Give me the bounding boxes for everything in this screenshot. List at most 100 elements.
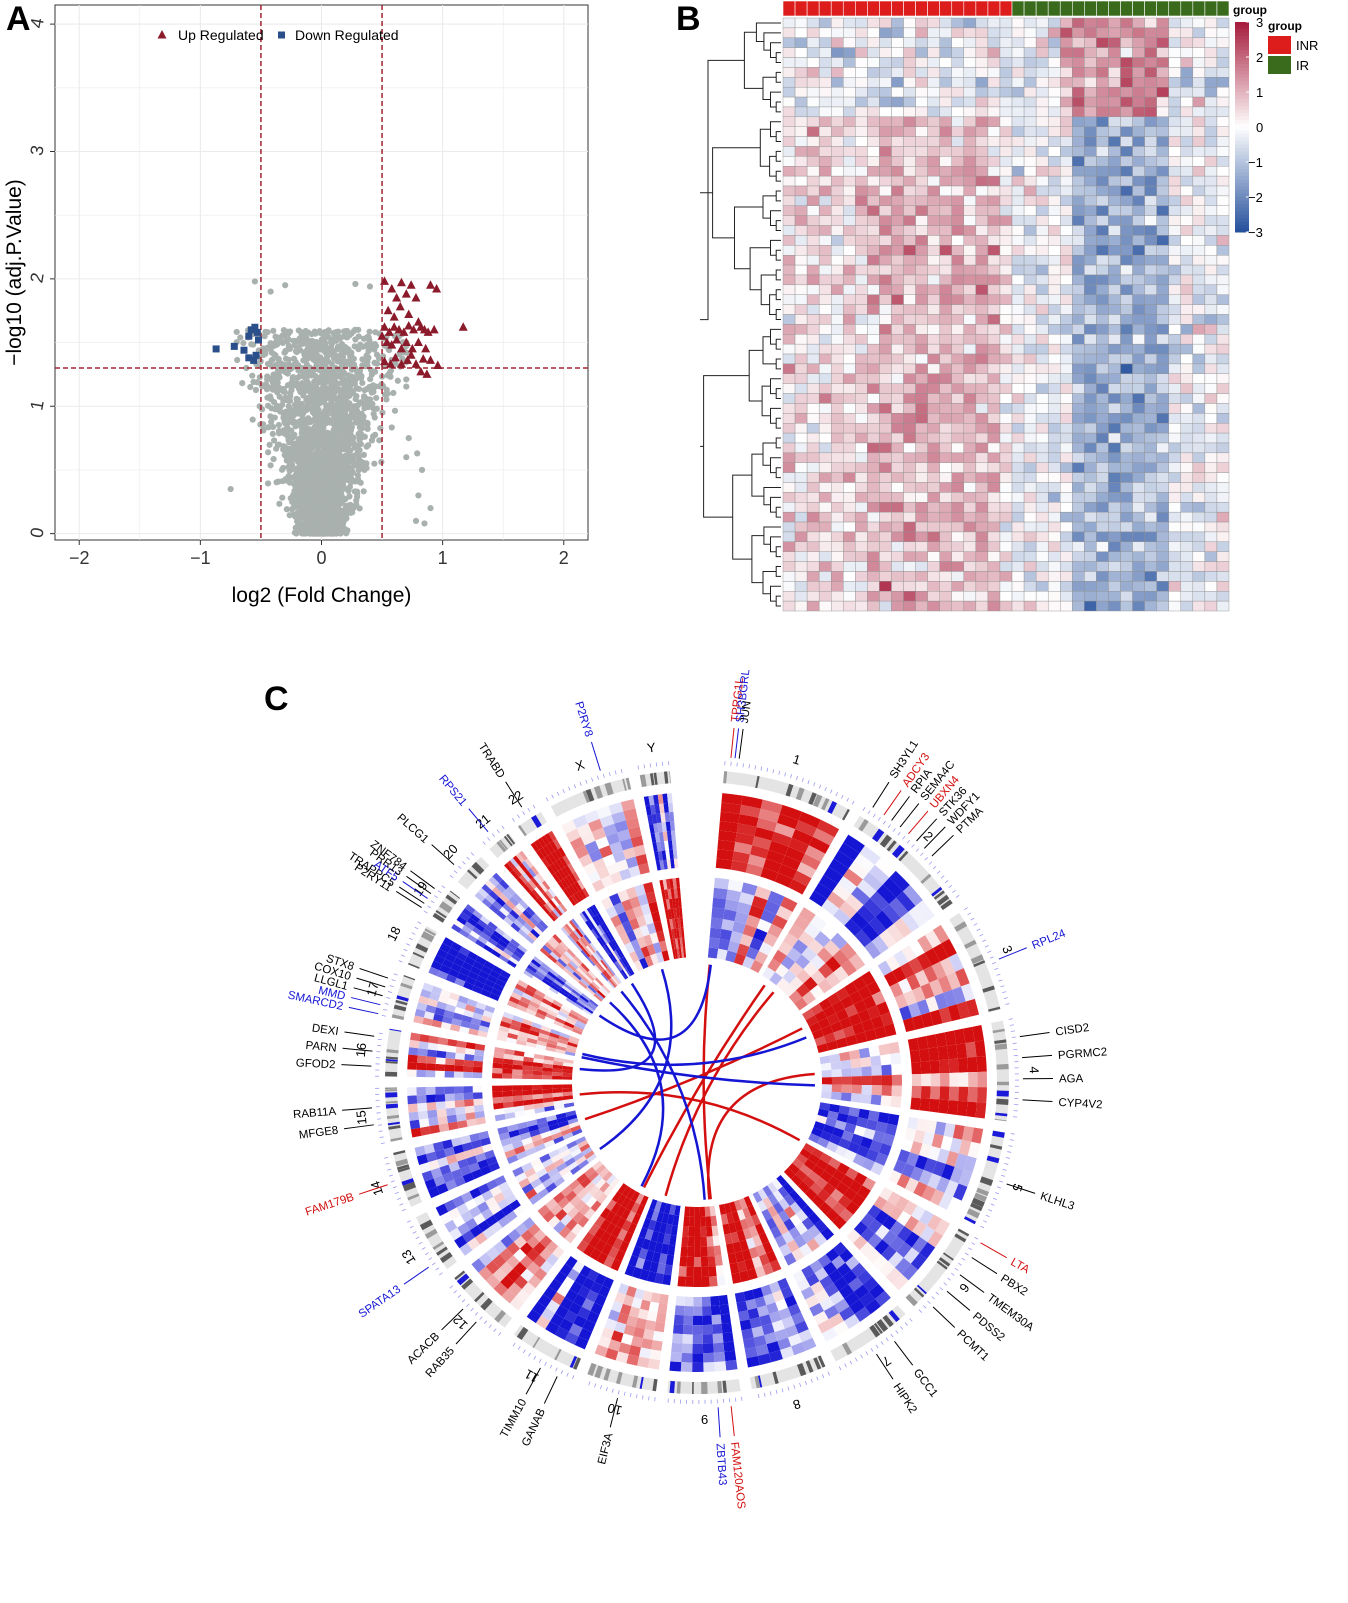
- heatmap-cell: [1216, 334, 1230, 345]
- down-regulated-point: [245, 354, 253, 362]
- heatmap-cell: [963, 67, 977, 78]
- heatmap-cell: [1084, 126, 1097, 137]
- heatmap-cell: [1132, 511, 1145, 523]
- heatmap-cell: [1060, 561, 1073, 572]
- heatmap-cell: [1084, 521, 1097, 533]
- heatmap-cell: [1144, 215, 1157, 226]
- heatmap-cell: [1023, 106, 1037, 118]
- heatmap-cell: [794, 116, 808, 127]
- heatmap-cell: [1144, 324, 1157, 335]
- heatmap-cell: [1035, 166, 1049, 177]
- ns-point: [364, 420, 371, 428]
- heatmap-cell: [1060, 304, 1073, 315]
- heatmap-cell: [999, 571, 1013, 582]
- heatmap-cell: [999, 581, 1013, 592]
- group-annotation-cell: [1096, 0, 1109, 17]
- heatmap-cell: [915, 324, 928, 335]
- ns-point: [387, 367, 395, 374]
- heatmap-cell: [891, 185, 904, 197]
- heatmap-cell: [1132, 136, 1145, 147]
- heatmap-cell: [963, 492, 977, 503]
- ns-point: [307, 394, 315, 401]
- heatmap-cell: [1072, 403, 1085, 414]
- heatmap-cell: [1120, 225, 1133, 236]
- up-regulated-point: [433, 360, 443, 369]
- heatmap-cell: [1180, 383, 1194, 394]
- heatmap-cell: [999, 106, 1013, 118]
- heatmap-cell: [867, 47, 880, 58]
- heatmap-cell: [831, 403, 844, 414]
- heatmap-cell: [1144, 195, 1157, 206]
- heatmap-cell: [1023, 17, 1037, 29]
- heatmap-cell: [806, 67, 820, 78]
- heatmap-cell: [1011, 413, 1025, 424]
- heatmap-cell: [1108, 502, 1121, 513]
- heatmap-cell: [1084, 27, 1097, 38]
- heatmap-cell: [806, 314, 820, 325]
- ns-point: [327, 344, 334, 352]
- heatmap-cell: [1156, 383, 1169, 394]
- heatmap-cell: [1216, 294, 1230, 305]
- ns-point: [352, 280, 359, 288]
- heatmap-cell: [999, 413, 1013, 424]
- heatmap-cell: [1035, 353, 1049, 365]
- heatmap-cell: [987, 96, 1001, 108]
- down-regulated-point: [250, 356, 258, 364]
- heatmap-cell: [1023, 116, 1037, 127]
- heatmap-cell: [915, 591, 928, 602]
- heatmap-cell: [1132, 383, 1145, 394]
- heatmap-cell: [1180, 245, 1194, 256]
- heatmap-cell: [903, 57, 916, 68]
- heatmap-cell: [794, 27, 808, 38]
- heatmap-cell: [891, 373, 904, 384]
- heatmap-cell: [1204, 304, 1218, 315]
- heatmap-cell: [1168, 116, 1181, 127]
- heatmap-cell: [1084, 304, 1097, 315]
- heatmap-cell: [1011, 67, 1025, 78]
- up-regulated-point: [386, 359, 396, 368]
- heatmap-cell: [782, 195, 796, 206]
- heatmap-cell: [1204, 314, 1218, 325]
- heatmap-cell: [1216, 205, 1230, 216]
- heatmap-cell: [1011, 551, 1025, 562]
- heatmap-cell: [1192, 561, 1206, 572]
- heatmap-cell: [987, 17, 1001, 29]
- heatmap-cell: [1060, 274, 1073, 286]
- heatmap-cell: [1132, 492, 1145, 503]
- heatmap-cell: [903, 353, 916, 365]
- heatmap-cell: [843, 47, 856, 58]
- heatmap-cell: [1047, 403, 1061, 414]
- ns-point: [415, 492, 422, 499]
- heatmap-cell: [1108, 413, 1121, 424]
- heatmap-cell: [806, 511, 820, 523]
- heatmap-cell: [1120, 442, 1133, 454]
- ns-point: [296, 481, 303, 488]
- heatmap-cell: [879, 205, 892, 216]
- heatmap-cell: [806, 472, 820, 483]
- heatmap-cell: [963, 225, 977, 236]
- heatmap-cell: [1035, 185, 1049, 197]
- heatmap-cell: [1156, 511, 1169, 523]
- heatmap-cell: [975, 502, 989, 513]
- heatmap-cell: [855, 136, 868, 147]
- heatmap-cell: [1204, 175, 1218, 187]
- heatmap-cell: [794, 205, 808, 216]
- ns-point: [403, 376, 410, 383]
- heatmap-cell: [891, 383, 904, 394]
- heatmap-cell: [1204, 571, 1218, 582]
- heatmap-cell: [1192, 373, 1206, 384]
- heatmap-cell: [1144, 442, 1157, 454]
- heatmap-cell: [867, 215, 880, 226]
- heatmap-cell: [1120, 492, 1133, 503]
- heatmap-cell: [1072, 571, 1085, 582]
- heatmap-cell: [806, 343, 820, 355]
- heatmap-cell: [806, 521, 820, 533]
- heatmap-cell: [1060, 126, 1073, 137]
- ns-point: [337, 477, 344, 484]
- heatmap-cell: [1192, 116, 1206, 127]
- heatmap-cell: [963, 442, 977, 454]
- heatmap-cell: [831, 502, 844, 513]
- heatmap-cell: [1047, 86, 1061, 98]
- heatmap-cell: [1204, 353, 1218, 365]
- heatmap-cell: [903, 27, 916, 38]
